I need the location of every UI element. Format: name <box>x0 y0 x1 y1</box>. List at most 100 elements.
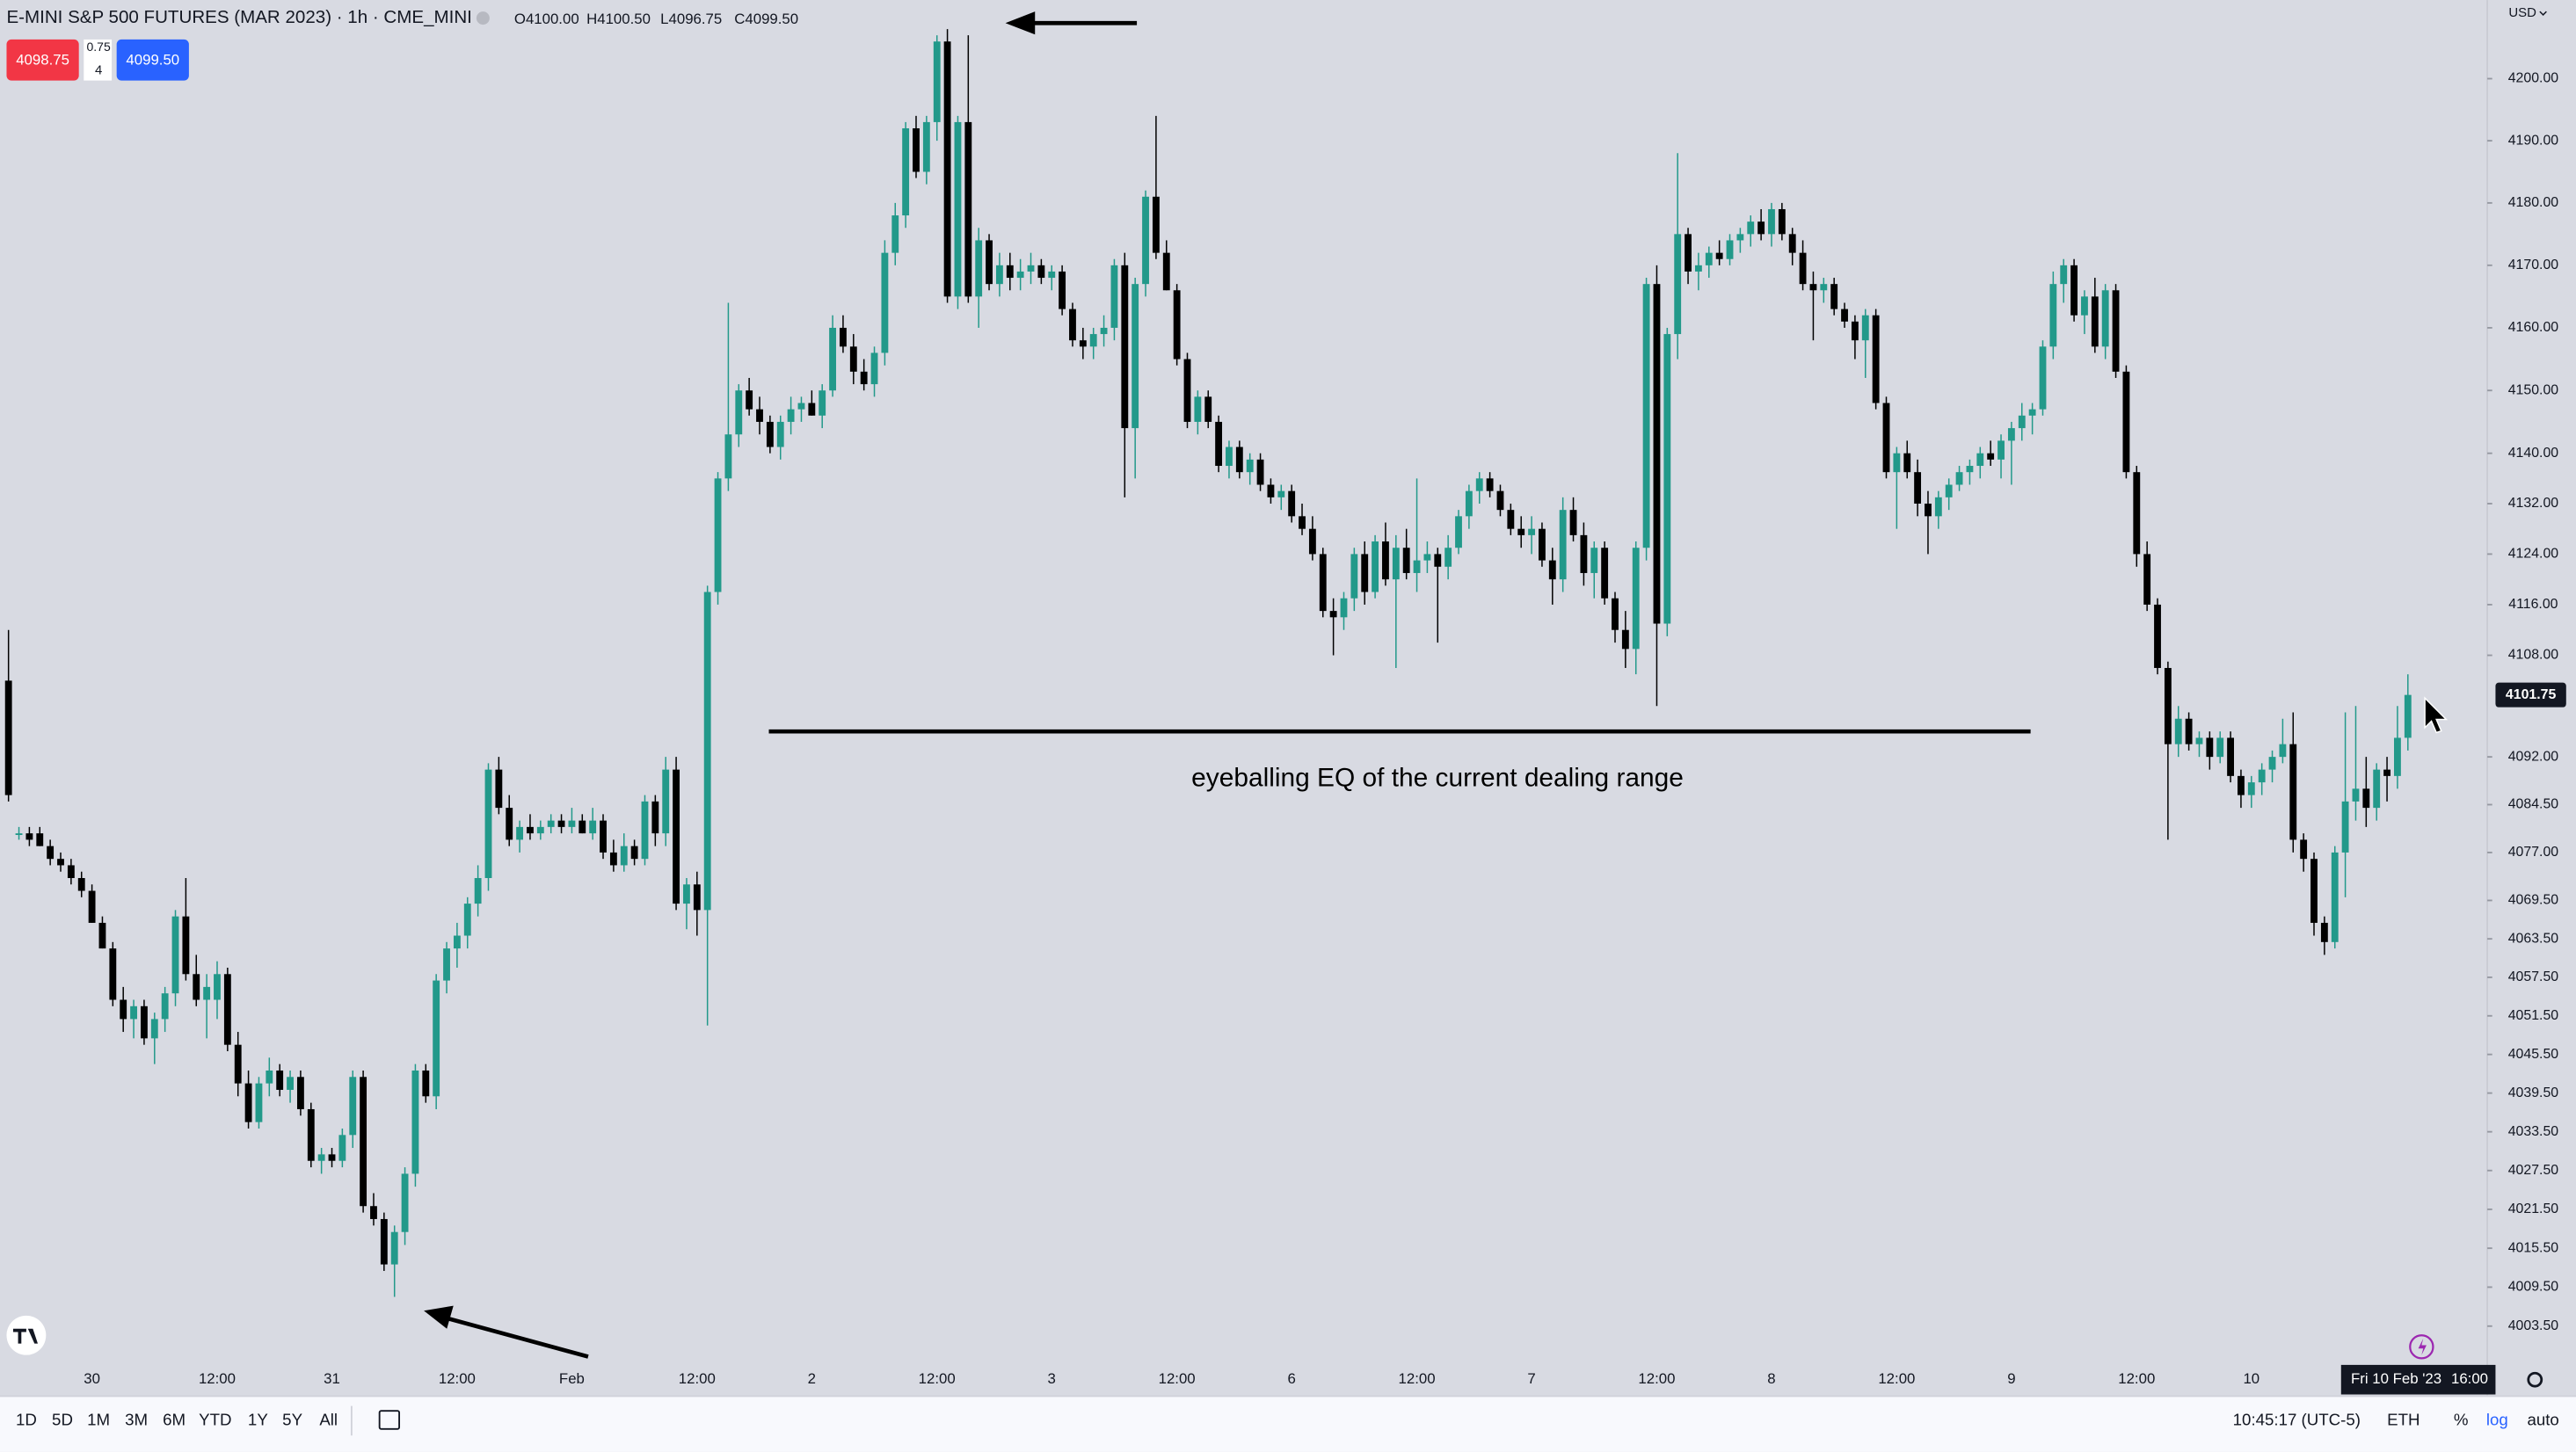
candle-body <box>1580 534 1588 573</box>
candle-body <box>1173 290 1181 359</box>
candle-body <box>1059 271 1066 309</box>
y-tick-label: 4027.50 <box>2508 1163 2559 1178</box>
settings-icon[interactable] <box>2527 1371 2543 1388</box>
range-button[interactable]: 1M <box>87 1410 110 1428</box>
ohlc-low: L4096.75 <box>660 11 722 27</box>
candle-body <box>746 390 753 410</box>
candle-body <box>673 769 680 904</box>
candle-body <box>1392 548 1400 580</box>
candle-body <box>913 127 920 172</box>
candle-body <box>1841 309 1848 322</box>
candle-body <box>1820 284 1828 291</box>
candle-body <box>380 1218 388 1265</box>
candle-body <box>1882 403 1890 473</box>
candle-body <box>1976 453 1984 467</box>
candle-body <box>2007 428 2015 441</box>
y-tick-label: 4069.50 <box>2508 893 2559 908</box>
candle-body <box>589 820 597 834</box>
candle-body <box>1465 490 1473 517</box>
candle-body <box>1674 234 1682 335</box>
candle-body <box>1925 503 1932 517</box>
candle-body <box>1372 541 1379 592</box>
candle-body <box>1539 528 1546 561</box>
candle-body <box>1434 554 1442 567</box>
candle-body <box>1778 208 1786 235</box>
candle-body <box>2174 718 2182 744</box>
alert-icon[interactable] <box>2409 1334 2434 1360</box>
y-tick-label: 4045.50 <box>2508 1047 2559 1062</box>
candle-body <box>2206 737 2214 758</box>
candle-body <box>609 852 617 866</box>
candle-body <box>2394 737 2401 776</box>
candle-body <box>1121 265 1129 429</box>
percent-button[interactable]: % <box>2454 1410 2469 1428</box>
log-button[interactable]: log <box>2486 1410 2508 1428</box>
range-button[interactable]: 5Y <box>282 1410 302 1428</box>
range-button[interactable]: 5D <box>52 1410 73 1428</box>
candle-body <box>1246 459 1254 473</box>
candle-body <box>1132 284 1139 429</box>
candle-body <box>1475 478 1483 491</box>
candle-body <box>1590 548 1598 573</box>
candle-body <box>870 352 878 385</box>
range-button[interactable]: All <box>319 1410 338 1428</box>
candle-body <box>1319 554 1327 612</box>
candle-body <box>724 434 732 479</box>
candle-body <box>36 833 44 846</box>
candle-body <box>735 390 743 435</box>
sell-button[interactable] <box>6 39 79 81</box>
spread-box <box>84 39 113 81</box>
candle-body <box>1736 234 1744 241</box>
date-range-icon[interactable] <box>378 1410 401 1430</box>
candle-body <box>1382 541 1389 580</box>
cursor <box>2424 696 2449 734</box>
range-button[interactable]: YTD <box>199 1410 231 1428</box>
symbol-title: E-MINI S&P 500 FUTURES (MAR 2023) · 1h ·… <box>6 7 471 27</box>
candle-body <box>338 1135 346 1161</box>
candle-body <box>2279 744 2287 758</box>
candle-body <box>2049 284 2057 347</box>
candle-body <box>819 390 826 416</box>
quantity[interactable]: 4 <box>95 62 102 77</box>
x-tick-label: 9 <box>2007 1370 2015 1387</box>
candle-body <box>1089 334 1097 347</box>
crosshair-date: Fri 10 Feb '23 <box>2351 1370 2441 1387</box>
candle-body <box>234 1044 242 1084</box>
candle-body <box>1142 196 1149 285</box>
candle-body <box>47 846 55 860</box>
candle-body <box>1069 309 1076 341</box>
candle-body <box>1893 453 1901 473</box>
annotation-text: eyeballing EQ of the current dealing ran… <box>1191 763 1684 792</box>
candle-body <box>808 403 816 416</box>
range-button[interactable]: 1Y <box>248 1410 268 1428</box>
auto-button[interactable]: auto <box>2527 1410 2558 1428</box>
candle-body <box>349 1077 357 1136</box>
candle-body <box>370 1206 377 1219</box>
range-button[interactable]: 6M <box>163 1410 186 1428</box>
x-tick-label: 12:00 <box>439 1370 476 1387</box>
y-tick-label: 4170.00 <box>2508 258 2559 272</box>
candle-body <box>328 1154 336 1161</box>
candle-body <box>2039 346 2047 410</box>
buy-button[interactable] <box>116 39 189 81</box>
candle-body <box>1997 440 2005 460</box>
candle-body <box>2185 718 2193 744</box>
logo[interactable] <box>6 1315 47 1355</box>
candle-body <box>922 121 930 172</box>
candle-body <box>2341 801 2349 853</box>
buy-price[interactable]: 4099.50 <box>126 52 179 69</box>
candle-body <box>766 421 774 447</box>
session-button[interactable]: ETH <box>2387 1410 2420 1428</box>
candle-body <box>1747 221 1755 235</box>
candle-body <box>1788 234 1796 253</box>
candle-body <box>714 478 722 592</box>
currency[interactable]: USD <box>2508 5 2536 20</box>
range-button[interactable]: 1D <box>16 1410 37 1428</box>
candle-body <box>1423 554 1431 561</box>
x-tick-label: 7 <box>1527 1370 1535 1387</box>
candle-body <box>2238 775 2245 795</box>
y-tick-label: 4160.00 <box>2508 320 2559 335</box>
sell-price[interactable]: 4098.75 <box>16 52 69 69</box>
range-button[interactable]: 3M <box>125 1410 148 1428</box>
